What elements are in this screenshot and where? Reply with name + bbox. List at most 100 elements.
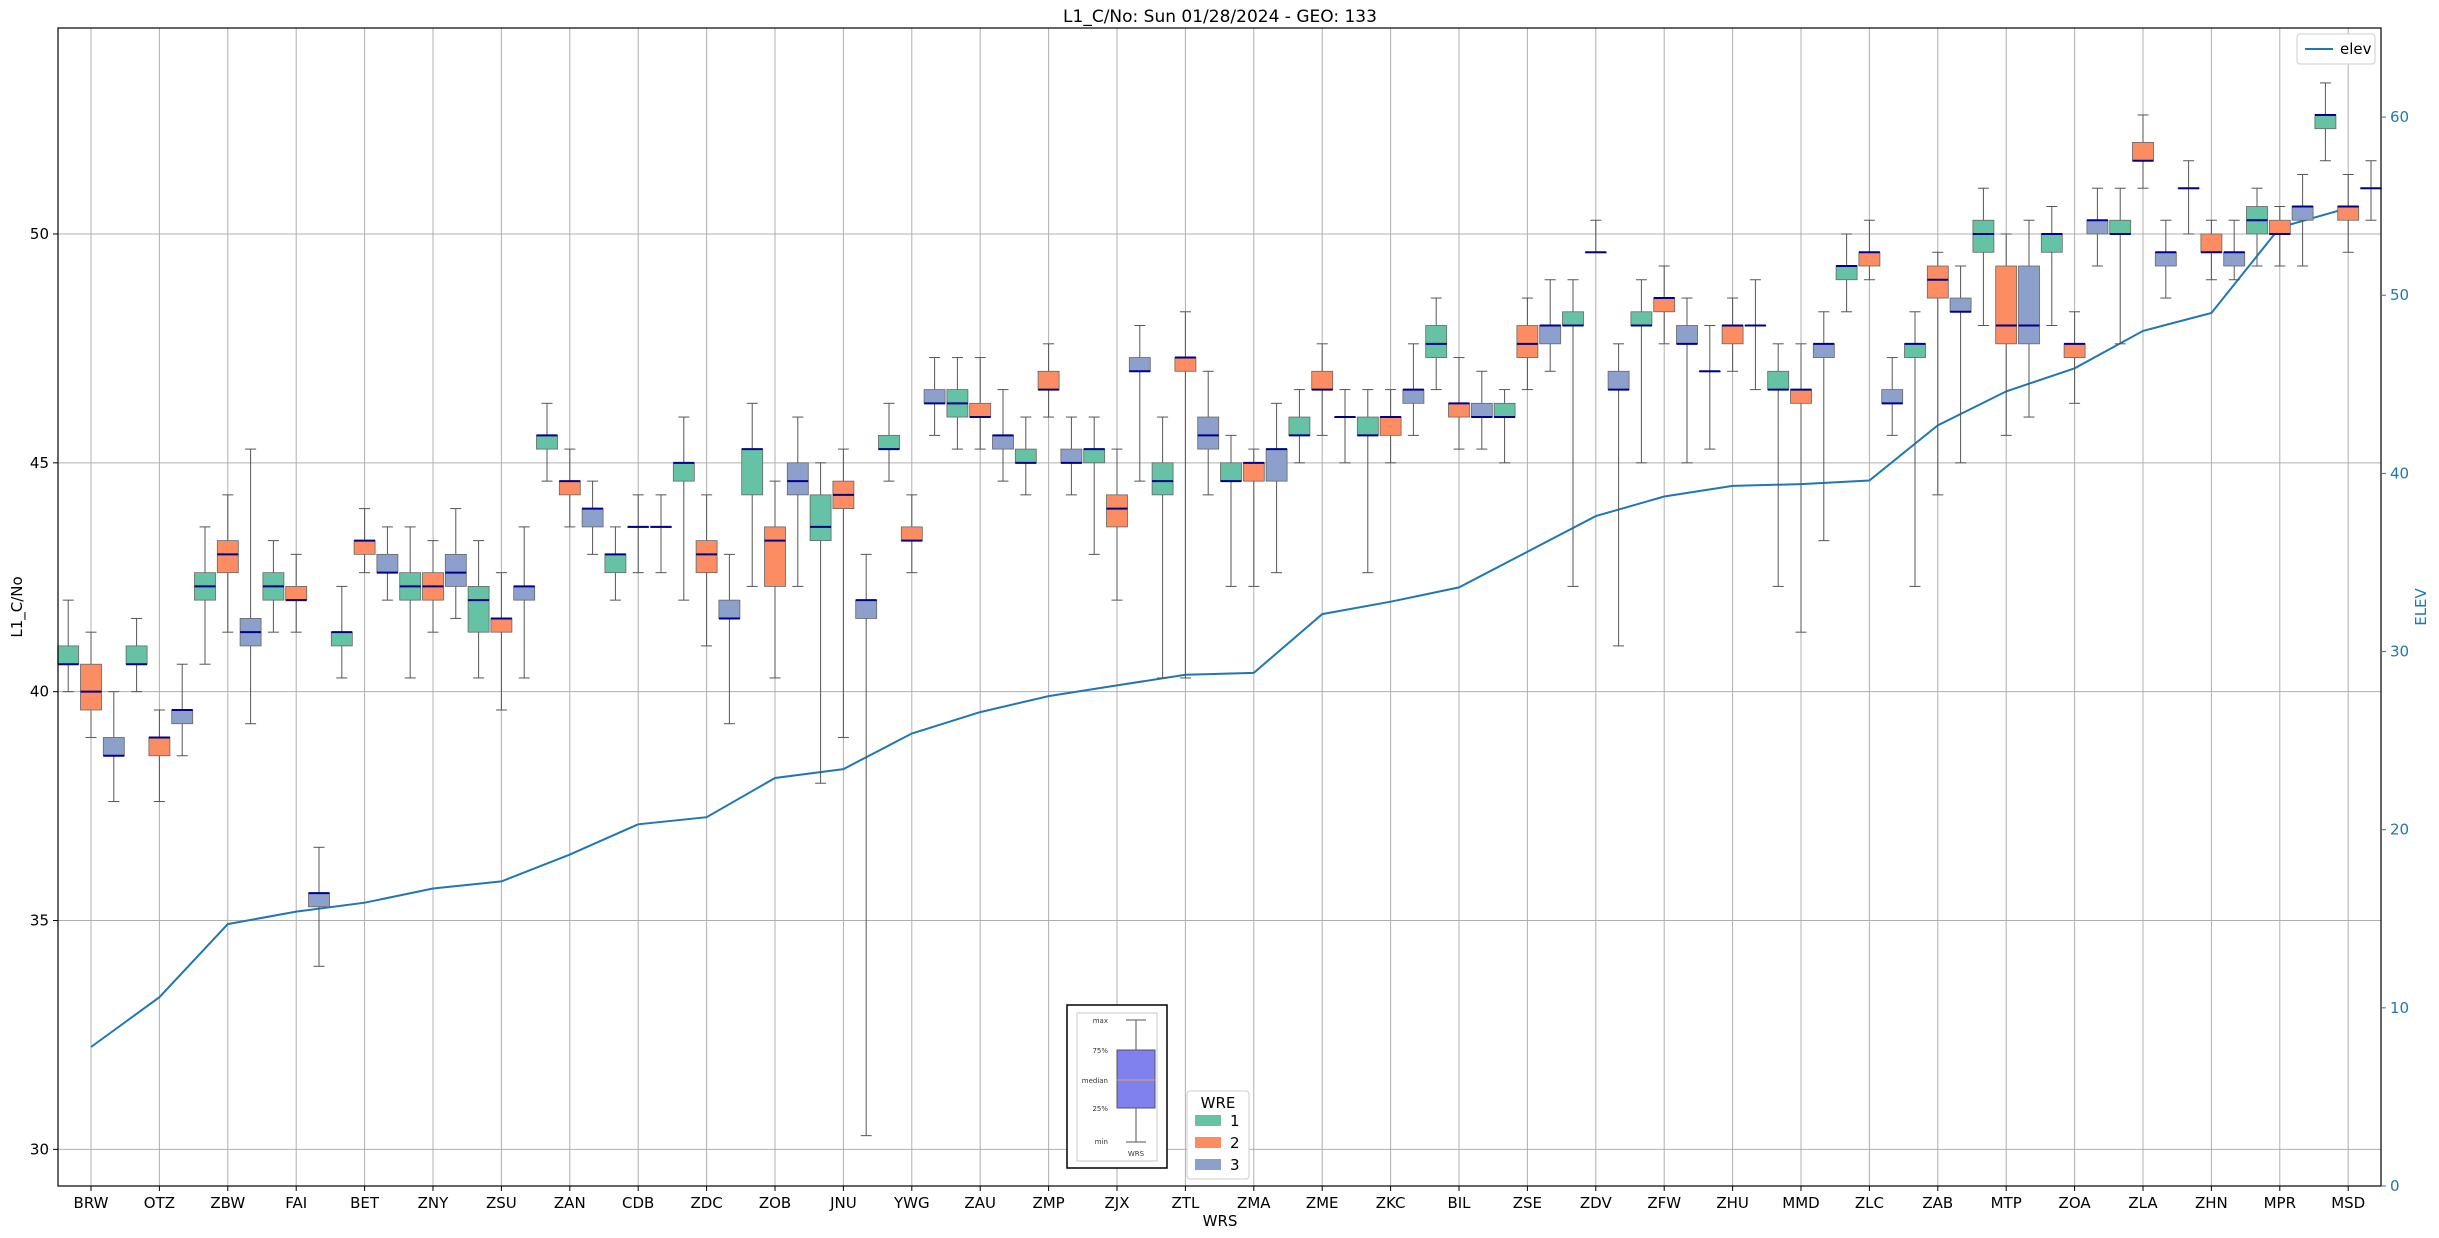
box-body bbox=[992, 434, 1014, 450]
x-tick-label: ZDV bbox=[1580, 1194, 1613, 1212]
box-wre-1 bbox=[809, 462, 832, 784]
box-wre-1 bbox=[1014, 416, 1037, 496]
x-tick-label: ZAN bbox=[554, 1194, 586, 1212]
box-body bbox=[1516, 325, 1539, 358]
box-wre-1 bbox=[194, 526, 216, 665]
box-wre-3 bbox=[2223, 219, 2246, 281]
box-body bbox=[1106, 494, 1128, 528]
box-body bbox=[2337, 206, 2360, 221]
box-body bbox=[1721, 325, 1744, 345]
x-tick-label: ZJX bbox=[1105, 1194, 1130, 1212]
wre-legend-label-3: 3 bbox=[1230, 1156, 1240, 1174]
box-body bbox=[1995, 265, 2018, 345]
box-body bbox=[878, 434, 900, 450]
x-tick-label: ZDC bbox=[690, 1194, 722, 1212]
box-wre-3 bbox=[2360, 160, 2382, 221]
y-tick-label: 50 bbox=[30, 225, 49, 243]
x-tick-label: ZLC bbox=[1855, 1194, 1884, 1212]
x-tick-label: ZAU bbox=[964, 1194, 996, 1212]
box-body bbox=[1037, 370, 1060, 390]
y-axis-label: L1_C/No bbox=[8, 576, 27, 637]
box-wre-3 bbox=[650, 494, 672, 574]
box-wre-1 bbox=[1083, 416, 1106, 555]
box-body bbox=[900, 526, 923, 542]
y2-tick-label: 0 bbox=[2390, 1177, 2400, 1195]
y2-tick-label: 50 bbox=[2390, 286, 2409, 304]
box-wre-1 bbox=[2040, 206, 2063, 327]
x-tick-label: ZLA bbox=[2128, 1194, 2158, 1212]
box-wre-1 bbox=[1288, 389, 1311, 464]
box-wre-3 bbox=[1265, 402, 1288, 574]
box-wre-2 bbox=[1995, 233, 2018, 436]
box-body bbox=[718, 599, 741, 619]
box-body bbox=[2132, 142, 2154, 162]
box-body bbox=[1470, 402, 1493, 418]
box-wre-1 bbox=[2109, 187, 2132, 345]
plot-frame bbox=[57, 27, 2382, 1187]
box-wre-2 bbox=[1516, 297, 1539, 391]
x-tick-label: ZKC bbox=[1376, 1194, 1406, 1212]
box-body bbox=[672, 462, 695, 482]
box-wre-1 bbox=[1630, 279, 1653, 464]
box-body bbox=[695, 540, 718, 574]
box-body bbox=[1812, 343, 1835, 358]
y2-tick-label: 20 bbox=[2390, 821, 2409, 839]
y2-tick-label: 10 bbox=[2390, 999, 2409, 1017]
box-wre-3 bbox=[855, 553, 878, 1137]
x-tick-label: ZME bbox=[1306, 1194, 1339, 1212]
box-wre-3 bbox=[2018, 219, 2040, 418]
box-body bbox=[1060, 448, 1083, 464]
box-wre-3 bbox=[2154, 219, 2177, 299]
box-body bbox=[216, 540, 239, 574]
box-wre-1 bbox=[1425, 297, 1448, 391]
inset-label-median: median bbox=[1082, 1077, 1108, 1085]
box-wre-1 bbox=[604, 526, 627, 601]
box-wre-3 bbox=[992, 389, 1014, 482]
box-wre-2 bbox=[80, 631, 102, 738]
y2-axis-label: ELEV bbox=[2412, 587, 2430, 625]
box-wre-1 bbox=[2177, 160, 2200, 235]
box-wre-1 bbox=[467, 540, 490, 679]
x-tick-label: ZOA bbox=[2059, 1194, 2092, 1212]
y-tick-label: 45 bbox=[30, 454, 49, 472]
box-wre-2 bbox=[2063, 311, 2086, 404]
box-wre-2 bbox=[1926, 251, 1949, 496]
wre-legend: WRE 1 2 3 bbox=[1186, 1090, 1250, 1180]
box-body bbox=[1881, 389, 1904, 404]
box-plot-series bbox=[57, 82, 2382, 1137]
box-wre-3 bbox=[1128, 325, 1151, 482]
box-body bbox=[558, 480, 581, 496]
box-wre-3 bbox=[2291, 173, 2314, 267]
box-body bbox=[57, 645, 80, 665]
box-wre-2 bbox=[1037, 343, 1060, 418]
box-wre-3 bbox=[581, 480, 604, 555]
box-wre-1 bbox=[125, 617, 148, 693]
box-wre-3 bbox=[1949, 265, 1972, 464]
box-wre-2 bbox=[764, 480, 786, 679]
chart-title: L1_C/No: Sun 01/28/2024 - GEO: 133 bbox=[1063, 7, 1377, 27]
box-body bbox=[2268, 219, 2291, 235]
box-wre-2 bbox=[148, 709, 171, 803]
y-tick-label: 40 bbox=[30, 683, 49, 701]
box-wre-2 bbox=[1311, 343, 1334, 436]
inset-label-25: 25% bbox=[1092, 1105, 1108, 1113]
x-tick-label: OTZ bbox=[144, 1194, 175, 1212]
y-tick-label: 30 bbox=[30, 1140, 49, 1158]
x-tick-label: ZMA bbox=[1237, 1194, 1271, 1212]
inset-box bbox=[1116, 1049, 1156, 1109]
box-wre-2 bbox=[1242, 448, 1265, 587]
box-wre-2 bbox=[1653, 265, 1676, 345]
y2-tick-label: 30 bbox=[2390, 643, 2409, 661]
box-body bbox=[444, 553, 467, 587]
box-body bbox=[1790, 389, 1812, 404]
box-wre-1 bbox=[262, 540, 285, 633]
box-wre-1 bbox=[946, 357, 969, 450]
box-wre-2 bbox=[1448, 357, 1470, 450]
inset-label-75: 75% bbox=[1092, 1047, 1108, 1055]
x-tick-label: ZHN bbox=[2195, 1194, 2228, 1212]
x-tick-label: YWG bbox=[893, 1194, 930, 1212]
inset-label-max: max bbox=[1093, 1017, 1108, 1025]
x-tick-label: JNU bbox=[829, 1194, 857, 1212]
box-body bbox=[1288, 416, 1311, 436]
